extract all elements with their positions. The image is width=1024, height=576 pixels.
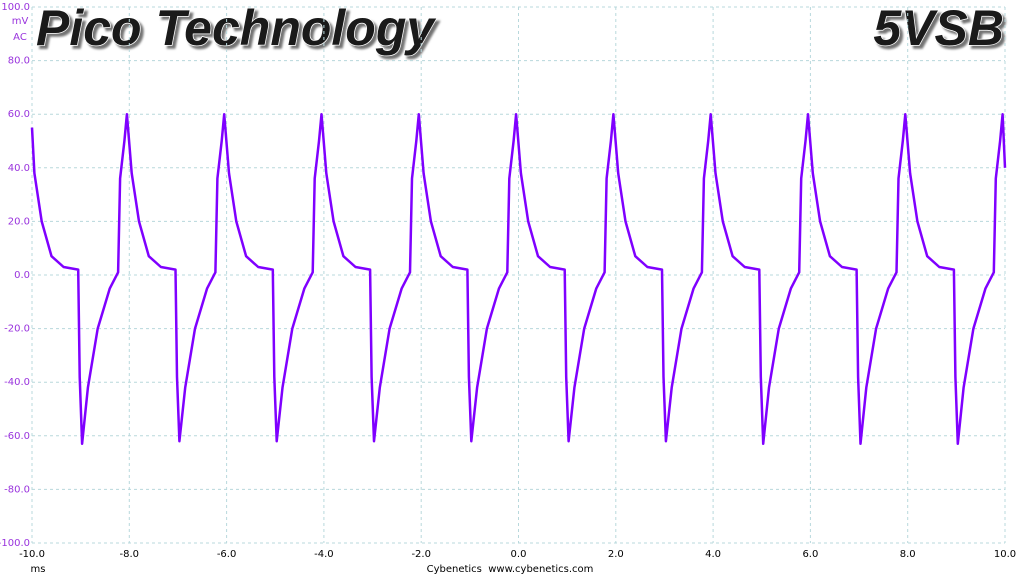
y-tick-label: -20.0 [4, 324, 30, 335]
grid [31, 6, 1006, 544]
x-unit: ms [31, 564, 46, 575]
y-tick-label: 0.0 [14, 270, 30, 281]
y-tick-label: 40.0 [8, 163, 30, 174]
x-tick-label: 0.0 [511, 549, 527, 560]
y-tick-label: -40.0 [4, 377, 30, 388]
y-tick-label: 20.0 [8, 216, 30, 227]
chart-title: Pico Technology [36, 0, 436, 56]
y-tick-label: -60.0 [4, 431, 30, 442]
y-coupling: AC [13, 32, 27, 43]
x-tick-label: 10.0 [994, 549, 1016, 560]
x-tick-label: -2.0 [411, 549, 431, 560]
y-tick-label: 60.0 [8, 109, 30, 120]
x-tick-label: -10.0 [19, 549, 45, 560]
x-tick-label: 8.0 [900, 549, 916, 560]
y-tick-label: -80.0 [4, 484, 30, 495]
y-unit: mV [12, 16, 29, 27]
channel-label: 5VSB [873, 0, 1004, 56]
y-tick-label: 100.0 [1, 2, 30, 13]
x-tick-label: -6.0 [217, 549, 237, 560]
y-tick-label: 80.0 [8, 56, 30, 67]
x-tick-label: 6.0 [802, 549, 818, 560]
x-tick-label: 2.0 [608, 549, 624, 560]
x-tick-label: -4.0 [314, 549, 334, 560]
y-tick-label: -100.0 [0, 538, 30, 549]
footer: Cybenetics www.cybenetics.com [427, 564, 594, 575]
waveform [30, 112, 1007, 446]
x-tick-label: -8.0 [120, 549, 140, 560]
x-tick-label: 4.0 [705, 549, 721, 560]
